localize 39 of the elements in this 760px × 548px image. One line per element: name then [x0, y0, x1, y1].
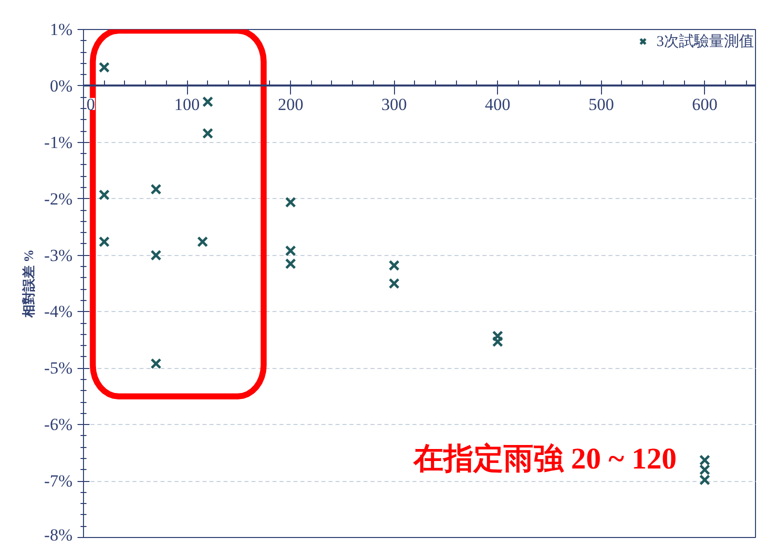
y-tick-label: 1%: [50, 20, 73, 39]
y-tick-label: -4%: [44, 302, 73, 322]
y-tick-label: -2%: [44, 189, 73, 208]
point: [492, 336, 504, 348]
point: [202, 96, 214, 108]
x-tick-label: 600: [692, 94, 718, 114]
y-tick-label: -7%: [44, 472, 73, 491]
point: [98, 236, 110, 248]
y-tick-label: -6%: [44, 415, 73, 434]
point: [150, 358, 162, 370]
legend-label: 3次試驗量測值: [656, 32, 754, 50]
point: [285, 245, 296, 256]
point: [150, 184, 162, 195]
point: [699, 454, 710, 466]
point: [197, 236, 208, 248]
annotation: 在指定雨強 20 ~ 120: [412, 442, 677, 476]
x-tick-label: 500: [588, 94, 614, 114]
y-tick-label: -8%: [44, 526, 73, 544]
x-tick-label: 100: [174, 94, 200, 114]
point: [150, 250, 162, 261]
point: [202, 128, 214, 139]
point: [388, 260, 400, 271]
point: [492, 330, 504, 342]
y-tick-label: -3%: [44, 246, 73, 265]
x-tick-label: 200: [278, 94, 304, 114]
point: [285, 258, 296, 270]
point: [98, 189, 110, 200]
point: [285, 196, 296, 208]
point: [388, 278, 400, 289]
x-tick-label: 0: [86, 94, 95, 114]
point: [699, 474, 710, 486]
y-tick-label: -1%: [44, 132, 73, 152]
x-tick-label: 300: [381, 94, 407, 114]
x-tick-label: 400: [484, 94, 510, 114]
y-tick-label: 0%: [50, 76, 73, 96]
y-axis-title: 相對誤差 %: [21, 249, 36, 319]
y-tick-label: -5%: [44, 358, 73, 378]
point: [699, 464, 710, 476]
point: [98, 62, 110, 73]
